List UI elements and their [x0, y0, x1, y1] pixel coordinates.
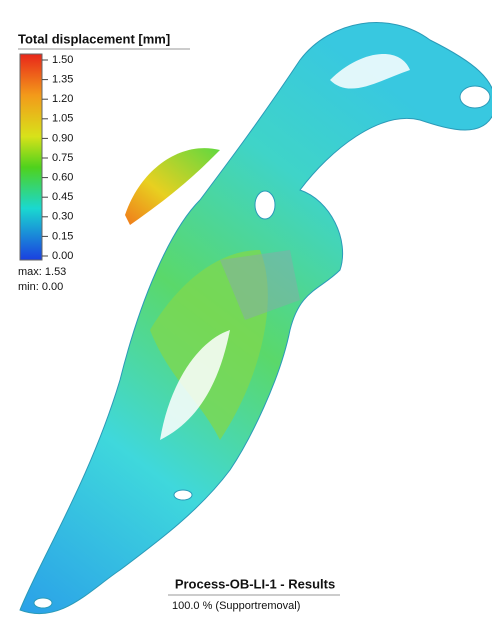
tick-label: 0.60	[52, 172, 73, 184]
legend-title: Total displacement [mm]	[18, 31, 170, 46]
legend-ticks: 1.50 1.35 1.20 1.05 0.90 0.75 0.60 0.45 0.30 0.15…	[42, 54, 73, 262]
tick-label: 0.15	[52, 230, 73, 242]
tick-label: 0.00	[52, 250, 73, 262]
legend-max: max: 1.53	[18, 266, 66, 278]
tick-label: 1.50	[52, 54, 73, 66]
legend-min: min: 0.00	[18, 281, 63, 293]
color-bar	[19, 53, 43, 261]
part-model	[19, 22, 492, 615]
tick-label: 1.05	[52, 113, 73, 125]
tick-label: 1.35	[52, 74, 73, 86]
tick-label: 0.30	[52, 211, 73, 223]
tick-label: 1.20	[52, 93, 73, 105]
tick-label: 0.75	[52, 152, 73, 164]
footer-subtitle: 100.0 % (Supportremoval)	[172, 600, 300, 612]
footer-title: Process-OB-LI-1 - Results	[175, 576, 335, 591]
tick-label: 0.90	[52, 132, 73, 144]
tick-label: 0.45	[52, 191, 73, 203]
